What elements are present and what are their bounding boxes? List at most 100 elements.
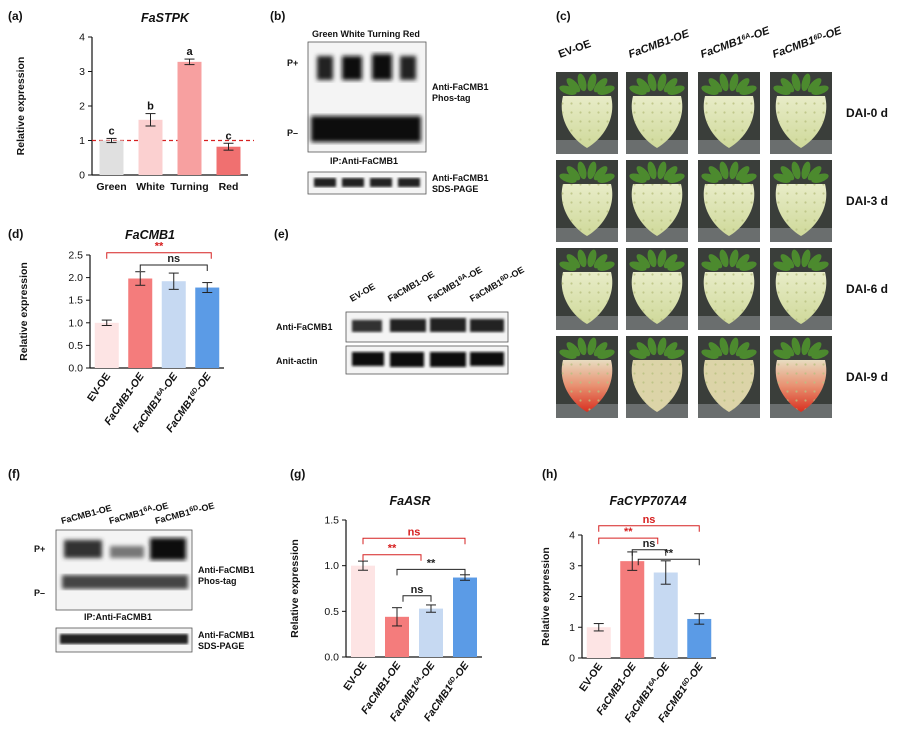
- chart-title: FaCYP707A4: [609, 494, 686, 508]
- y-axis-label: Relative expression: [15, 57, 27, 156]
- chart-title: FaSTPK: [141, 11, 190, 25]
- significance-letter: b: [147, 101, 154, 113]
- significance-mark: **: [624, 526, 633, 538]
- significance-bracket: [598, 537, 659, 545]
- fruit-photo: [626, 160, 688, 242]
- y-tick-label: 1.0: [68, 317, 83, 329]
- f-sdspage-label: SDS-PAGE: [198, 641, 244, 651]
- significance-mark: ns: [411, 584, 424, 596]
- chart-title: FaASR: [390, 494, 431, 508]
- y-tick-label: 0.5: [68, 340, 83, 352]
- bar: [620, 561, 645, 658]
- y-tick-label: 1.0: [324, 560, 339, 572]
- significance-mark: **: [155, 241, 164, 253]
- fruit-photo: [698, 248, 760, 330]
- significance-bracket: [598, 525, 700, 532]
- category-label: Red: [219, 181, 239, 193]
- category-label: Green: [96, 181, 126, 193]
- y-tick-label: 2.0: [68, 272, 83, 284]
- bar: [419, 608, 443, 657]
- panel-b-western-blot: Green White Turning Red P+ P– Anti-FaCMB…: [287, 29, 489, 195]
- bar: [128, 278, 153, 368]
- chart-d-facmb1: FaCMB1 Relative expression 0.0 0.5 1.0 1.5 2.0…: [18, 228, 224, 435]
- f-phostag-label: Phos-tag: [198, 576, 237, 586]
- panel-letter-f: (f): [8, 467, 20, 481]
- fruit-photo: [626, 336, 688, 418]
- y-tick-label: 0.0: [324, 652, 339, 664]
- f-pplus-bands: [64, 538, 186, 560]
- chart-title: FaCMB1: [125, 228, 175, 242]
- significance-bracket: [631, 549, 667, 556]
- y-tick-label: 0.5: [324, 606, 339, 618]
- significance-bracket: [362, 537, 466, 545]
- bar: [94, 322, 119, 368]
- bar: [653, 572, 678, 658]
- category-label: EV-OE: [85, 371, 113, 404]
- category-label: White: [136, 181, 165, 193]
- significance-bracket: [396, 568, 466, 576]
- pplus-bands: [317, 54, 416, 80]
- significance-mark: **: [388, 543, 397, 555]
- sdspage-blot: [307, 171, 427, 195]
- y-axis-label: Relative expression: [540, 547, 552, 646]
- pminus-bands: [311, 116, 421, 142]
- fruit-photo: [770, 336, 832, 418]
- fruit-photo: [770, 160, 832, 242]
- y-tick-label: 0: [569, 653, 575, 665]
- y-tick-label: 1: [569, 622, 575, 634]
- bar: [177, 61, 202, 176]
- significance-bracket: [106, 252, 212, 259]
- chart-g-faasr: FaASR Relative expression 0.0 0.5 1.0 1.5 EV-O…: [289, 494, 482, 724]
- y-tick-label: 0.0: [68, 363, 83, 375]
- f-pminus-bands: [62, 575, 188, 589]
- bar: [351, 565, 375, 657]
- fruit-photo: [698, 72, 760, 154]
- y-axis-label: Relative expression: [18, 262, 30, 361]
- photo-row-label: DAI-0 d: [846, 106, 888, 120]
- chart-a-fastpk: FaSTPK Relative expression 0 1 2 3 4 c Green b Whi…: [15, 11, 254, 193]
- y-tick-label: 1.5: [68, 295, 83, 307]
- f-ip-label: IP:Anti-FaCMB1: [84, 612, 152, 622]
- ip-label: IP:Anti-FaCMB1: [330, 156, 398, 166]
- y-tick-label: 3: [79, 66, 85, 78]
- significance-letter: c: [225, 130, 231, 142]
- f-sdspage-bands: [60, 634, 188, 644]
- significance-mark: ns: [643, 514, 656, 526]
- fruit-photo: [626, 72, 688, 154]
- bar: [216, 146, 241, 175]
- fruit-photo: [770, 248, 832, 330]
- antibody-label-2: Anti-FaCMB1: [432, 173, 489, 183]
- bar: [453, 577, 477, 657]
- antibody-label: Anti-FaCMB1: [432, 82, 489, 92]
- panel-letter-a: (a): [8, 9, 23, 23]
- y-tick-label: 1.5: [324, 515, 339, 527]
- panel-letter-c: (c): [556, 9, 571, 23]
- significance-mark: ns: [408, 526, 421, 538]
- fruit-photo: [698, 160, 760, 242]
- fruit-photo: [770, 72, 832, 154]
- y-tick-label: 3: [569, 560, 575, 572]
- panel-letter-e: (e): [274, 227, 289, 241]
- fruit-photo: [556, 160, 618, 242]
- significance-letter: c: [108, 125, 114, 137]
- significance-bracket: [362, 554, 422, 561]
- y-tick-label: 2: [569, 591, 575, 603]
- y-tick-label: 2: [79, 101, 85, 113]
- f-col-facmb1-oe: FaCMB1-OE: [60, 503, 113, 526]
- sdspage-label: SDS-PAGE: [432, 184, 478, 194]
- y-tick-label: 2.5: [68, 250, 83, 262]
- bar: [195, 287, 220, 368]
- pplus-label: P+: [287, 58, 298, 68]
- actin-label: Anit-actin: [276, 356, 318, 366]
- category-label: EV-OE: [341, 660, 369, 693]
- photo-row-label: DAI-6 d: [846, 282, 888, 296]
- significance-mark: **: [427, 557, 436, 569]
- significance-bracket: [139, 264, 208, 271]
- panel-e-western-blot: EV-OE FaCMB1-OE FaCMB16A-OE FaCMB16D-OE …: [276, 264, 526, 375]
- panel-letter-g: (g): [290, 467, 305, 481]
- significance-bracket: [637, 558, 700, 566]
- photo-row-label: DAI-3 d: [846, 194, 888, 208]
